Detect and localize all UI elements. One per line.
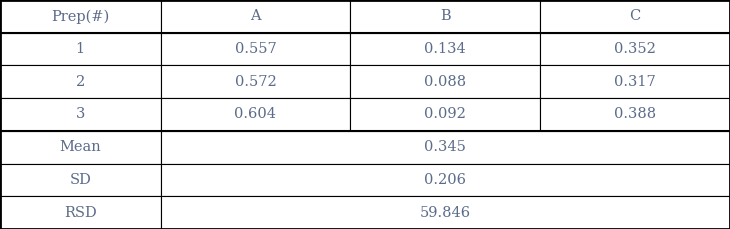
Bar	[161, 196, 730, 229]
Text: 59.846: 59.846	[420, 206, 471, 220]
Text: 0.092: 0.092	[424, 107, 466, 122]
Bar	[0, 164, 161, 196]
Bar	[0, 0, 161, 33]
Bar	[0, 98, 161, 131]
Text: 3: 3	[76, 107, 85, 122]
Bar	[540, 98, 730, 131]
Text: 0.388: 0.388	[614, 107, 656, 122]
Text: 0.317: 0.317	[614, 75, 656, 89]
Bar	[350, 65, 540, 98]
Text: 0.088: 0.088	[424, 75, 466, 89]
Text: 0.206: 0.206	[424, 173, 466, 187]
Bar	[161, 131, 730, 164]
Text: SD: SD	[69, 173, 91, 187]
Bar	[161, 164, 730, 196]
Text: RSD: RSD	[64, 206, 96, 220]
Text: C: C	[629, 9, 641, 23]
Bar	[540, 0, 730, 33]
Bar	[161, 33, 350, 65]
Text: Mean: Mean	[59, 140, 101, 154]
Text: 0.572: 0.572	[234, 75, 277, 89]
Bar	[0, 33, 161, 65]
Bar	[350, 33, 540, 65]
Bar	[350, 0, 540, 33]
Bar	[350, 98, 540, 131]
Text: 2: 2	[76, 75, 85, 89]
Bar	[161, 98, 350, 131]
Text: 0.557: 0.557	[234, 42, 277, 56]
Bar	[540, 33, 730, 65]
Bar	[0, 131, 161, 164]
Bar	[0, 196, 161, 229]
Bar	[161, 0, 350, 33]
Text: B: B	[440, 9, 450, 23]
Text: 1: 1	[76, 42, 85, 56]
Text: 0.604: 0.604	[234, 107, 277, 122]
Text: 0.134: 0.134	[424, 42, 466, 56]
Text: Prep(#): Prep(#)	[51, 9, 110, 24]
Bar	[161, 65, 350, 98]
Bar	[540, 65, 730, 98]
Text: 0.345: 0.345	[424, 140, 466, 154]
Bar	[0, 65, 161, 98]
Text: 0.352: 0.352	[614, 42, 656, 56]
Text: A: A	[250, 9, 261, 23]
